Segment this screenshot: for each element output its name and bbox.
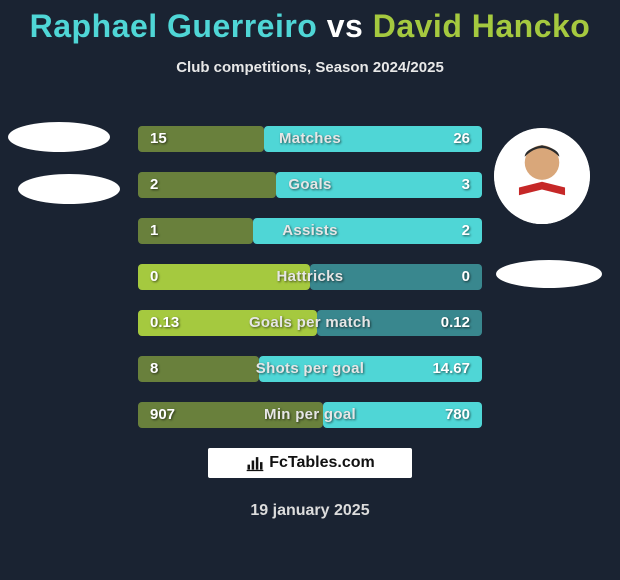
page-title: Raphael Guerreiro vs David Hancko [0,0,620,45]
title-player1: Raphael Guerreiro [30,8,318,44]
stat-row: 12Assists [138,218,482,244]
subtitle: Club competitions, Season 2024/2025 [0,59,620,76]
branding-text: FcTables.com [269,448,375,478]
decoration-oval [18,174,120,204]
chart-icon [245,453,265,473]
decoration-oval [496,260,602,288]
stat-label: Shots per goal [138,356,482,382]
stat-bars: 1526Matches 23Goals 12Assists 00Hattricks 0.… [138,126,482,448]
stat-row: 00Hattricks [138,264,482,290]
date-text: 19 january 2025 [0,502,620,520]
stat-label: Goals per match [138,310,482,336]
player2-avatar [494,128,590,224]
stat-label: Matches [138,126,482,152]
stat-row: 1526Matches [138,126,482,152]
stat-label: Goals [138,172,482,198]
stat-label: Min per goal [138,402,482,428]
stat-row: 0.130.12Goals per match [138,310,482,336]
title-separator: vs [327,8,364,44]
stat-label: Assists [138,218,482,244]
decoration-oval [8,122,110,152]
stat-row: 907780Min per goal [138,402,482,428]
stat-row: 814.67Shots per goal [138,356,482,382]
stat-row: 23Goals [138,172,482,198]
title-player2: David Hancko [373,8,591,44]
branding-badge: FcTables.com [208,448,412,478]
stat-label: Hattricks [138,264,482,290]
